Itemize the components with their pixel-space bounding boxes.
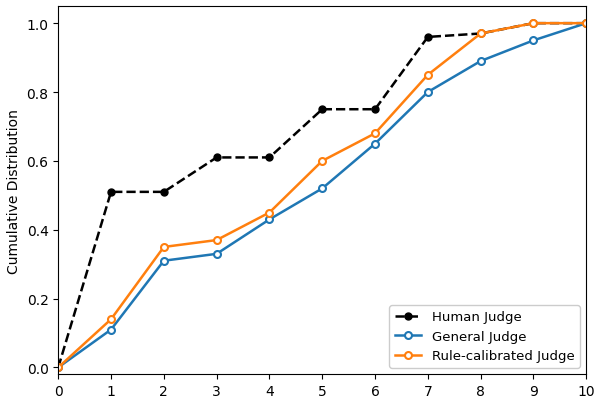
General Judge: [371, 142, 379, 147]
Rule-calibrated Judge: [266, 211, 273, 215]
Human Judge: [477, 32, 484, 37]
Human Judge: [583, 22, 590, 27]
Human Judge: [213, 156, 220, 160]
General Judge: [213, 252, 220, 257]
General Judge: [583, 22, 590, 27]
General Judge: [424, 90, 432, 95]
Rule-calibrated Judge: [424, 73, 432, 78]
General Judge: [107, 327, 114, 332]
General Judge: [530, 39, 537, 44]
Rule-calibrated Judge: [107, 317, 114, 322]
Rule-calibrated Judge: [318, 159, 326, 164]
Y-axis label: Cumulative Distribution: Cumulative Distribution: [7, 109, 21, 273]
General Judge: [477, 60, 484, 64]
Human Judge: [318, 108, 326, 113]
Human Judge: [107, 190, 114, 195]
Rule-calibrated Judge: [160, 245, 167, 250]
Human Judge: [530, 22, 537, 27]
Line: General Judge: General Judge: [55, 21, 590, 371]
Human Judge: [371, 108, 379, 113]
General Judge: [160, 259, 167, 264]
General Judge: [318, 187, 326, 192]
Line: Rule-calibrated Judge: Rule-calibrated Judge: [55, 21, 590, 371]
General Judge: [266, 217, 273, 222]
Human Judge: [160, 190, 167, 195]
General Judge: [55, 365, 62, 370]
Rule-calibrated Judge: [583, 22, 590, 27]
Rule-calibrated Judge: [55, 365, 62, 370]
Line: Human Judge: Human Judge: [55, 21, 590, 371]
Rule-calibrated Judge: [213, 238, 220, 243]
Rule-calibrated Judge: [530, 22, 537, 27]
Human Judge: [266, 156, 273, 160]
Rule-calibrated Judge: [477, 32, 484, 37]
Legend: Human Judge, General Judge, Rule-calibrated Judge: Human Judge, General Judge, Rule-calibra…: [389, 305, 580, 368]
Human Judge: [424, 35, 432, 40]
Human Judge: [55, 365, 62, 370]
Rule-calibrated Judge: [371, 132, 379, 136]
